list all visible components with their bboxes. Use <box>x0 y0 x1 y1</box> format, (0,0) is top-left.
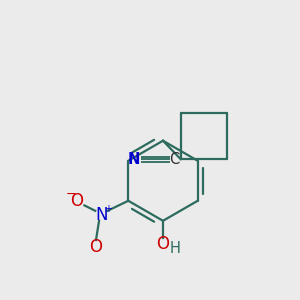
Text: O: O <box>70 192 83 210</box>
Text: N: N <box>95 206 108 224</box>
Text: N: N <box>128 152 140 167</box>
Text: O: O <box>89 238 102 256</box>
Text: −: − <box>65 188 76 201</box>
Text: H: H <box>170 241 181 256</box>
Text: C: C <box>169 152 179 167</box>
Text: +: + <box>104 204 112 214</box>
Text: O: O <box>157 235 169 253</box>
